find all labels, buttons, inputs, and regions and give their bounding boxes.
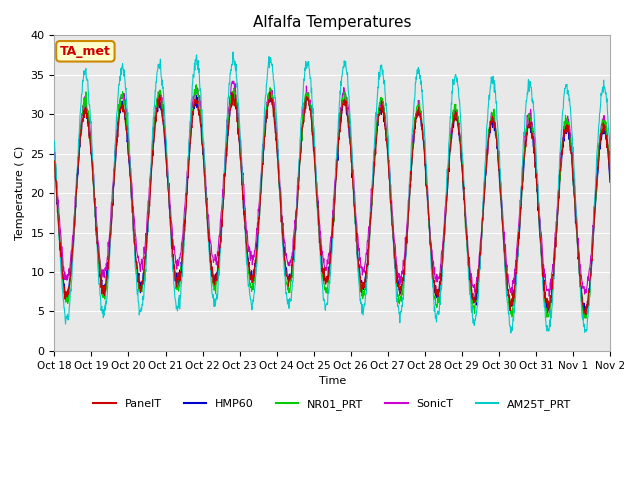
- X-axis label: Time: Time: [319, 376, 346, 386]
- Title: Alfalfa Temperatures: Alfalfa Temperatures: [253, 15, 412, 30]
- Y-axis label: Temperature ( C): Temperature ( C): [15, 146, 25, 240]
- Text: TA_met: TA_met: [60, 45, 111, 58]
- Legend: PanelT, HMP60, NR01_PRT, SonicT, AM25T_PRT: PanelT, HMP60, NR01_PRT, SonicT, AM25T_P…: [89, 395, 575, 415]
